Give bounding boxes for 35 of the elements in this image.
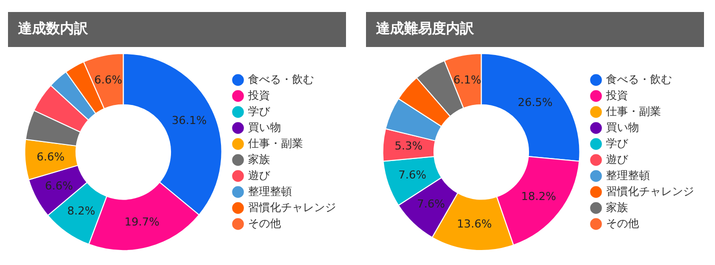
legend-label: 習慣化チャレンジ	[248, 200, 336, 214]
legend-label: 食べる・飲む	[248, 72, 314, 86]
legend-label: 整理整頓	[248, 184, 292, 198]
legend-label: 投資	[247, 88, 270, 102]
legend-label: 投資	[605, 88, 628, 102]
legend-label: その他	[606, 216, 639, 230]
legend-label: 習慣化チャレンジ	[606, 184, 694, 198]
legend-label: 食べる・飲む	[606, 72, 672, 86]
legend-label: 家族	[248, 152, 270, 166]
legend-label: 学び	[606, 136, 629, 150]
legend-label: 仕事・副業	[248, 136, 303, 150]
legend-label: 買い物	[248, 120, 281, 134]
data-label: 8.2%	[67, 204, 96, 218]
legend-label: 遊び	[606, 152, 629, 166]
legend-label: 家族	[606, 200, 628, 214]
chart-title: 達成数内訳	[8, 12, 346, 47]
data-label: 6.1%	[453, 73, 482, 86]
data-label: 36.1%	[172, 114, 207, 127]
chart-title: 達成難易度内訳	[366, 12, 704, 47]
legend-label: その他	[248, 216, 281, 230]
legend-label: 学び	[248, 104, 271, 118]
data-label: 7.6%	[398, 168, 426, 182]
data-label: 5.3%	[394, 140, 423, 153]
data-label: 6.6%	[36, 150, 65, 164]
data-label: 6.6%	[94, 74, 122, 87]
legend-label: 仕事・副業	[606, 104, 661, 118]
data-label: 6.6%	[45, 179, 73, 192]
legend-label: 整理整頓	[606, 168, 650, 182]
data-label: 26.5%	[518, 96, 553, 109]
legend-label: 遊び	[248, 168, 271, 182]
data-label: 7.6%	[417, 198, 445, 211]
legend-label: 買い物	[606, 120, 639, 134]
data-label: 13.6%	[456, 217, 492, 230]
data-label: 19.7%	[124, 215, 160, 228]
data-label: 18.2%	[521, 190, 556, 203]
